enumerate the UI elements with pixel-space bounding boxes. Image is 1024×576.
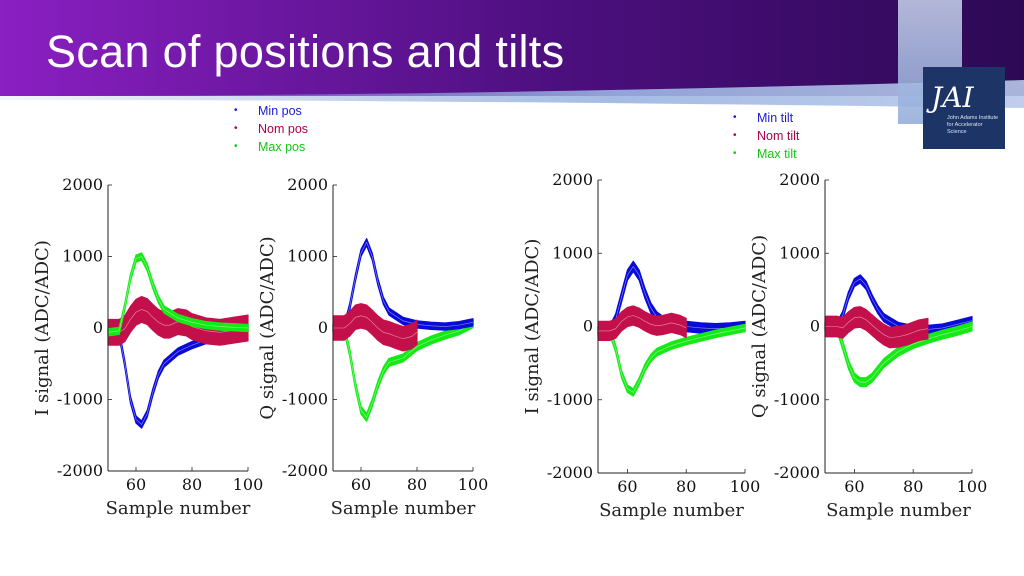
series-band [332,238,474,333]
y-tick-label: -1000 [282,390,328,409]
legend-tilts: • Min tilt • Nom tilt • Max tilt [733,109,799,163]
x-tick-label: 100 [233,475,264,494]
series-line [598,265,746,332]
x-tick-label: 80 [903,477,923,496]
y-tick-label: 1000 [287,247,328,266]
y-tick-label: -1000 [774,390,820,409]
bullet-icon: • [733,148,737,159]
y-tick-label: -2000 [774,463,820,482]
bullet-icon: • [234,141,238,152]
series-band [824,321,973,388]
series-line [598,315,687,332]
series-band [824,306,929,349]
chart-q-signal-positions: 2000 1000 0 -1000 -2000 60 80 100 Sample number Q… [257,175,489,519]
legend-item: • Min tilt [733,109,799,127]
legend-item: • Nom tilt [733,127,799,145]
legend-label: Min tilt [757,111,794,125]
bullet-icon: • [234,123,238,134]
series-band [597,305,687,342]
series-line [333,241,474,329]
series-band [597,323,746,397]
x-tick-label: 80 [407,475,427,494]
x-axis-label: Sample number [106,498,251,519]
jai-logo: JAI John Adams Institute for Accelerator… [923,67,1005,149]
bullet-icon: • [733,112,737,123]
y-tick-label: -2000 [57,461,103,480]
bullet-icon: • [733,130,737,141]
y-tick-label: 2000 [287,175,328,194]
legend-label: Max tilt [757,147,797,161]
x-tick-label: 100 [957,477,988,496]
series-line [333,323,474,418]
legend-label: Nom pos [258,122,309,136]
y-tick-label: 1000 [62,247,103,266]
legend-item: • Max pos [234,138,308,156]
y-tick-label: 2000 [62,175,103,194]
x-tick-label: 100 [730,477,761,496]
series-line [333,315,418,340]
bullet-icon: • [234,105,238,116]
y-axis-label: I signal (ADC/ADC) [522,239,543,415]
y-tick-label: -2000 [547,463,593,482]
series-band [332,303,418,352]
series-line [107,256,249,333]
y-tick-label: 1000 [552,243,593,262]
x-tick-label: 60 [351,475,371,494]
chart-q-signal-tilts: 2000 1000 0 -1000 -2000 60 80 100 Sample number Q… [749,170,988,521]
chart-i-signal-tilts: 2000 1000 0 -1000 -2000 60 80 100 Sample number I… [522,170,761,521]
series-band [332,319,474,422]
x-axis-label: Sample number [599,500,744,521]
logo-text: John Adams Institute for Accelerator Sci… [947,115,999,135]
legend-item: • Nom pos [234,120,308,138]
y-tick-label: 2000 [779,170,820,189]
legend-positions: • Min pos • Nom pos • Max pos [234,102,308,156]
legend-item: • Max tilt [733,145,799,163]
legend-label: Min pos [258,104,302,118]
x-axis-label: Sample number [331,498,476,519]
legend-label: Max pos [258,140,306,154]
slide-title: Scan of positions and tilts [46,26,565,77]
series-line [825,326,973,383]
y-tick-label: -1000 [57,390,103,409]
series-line [825,278,973,330]
chart-i-signal-positions: 2000 1000 0 -1000 -2000 60 80 100 Sample number I… [32,175,264,519]
x-tick-label: 60 [126,475,146,494]
y-tick-label: -1000 [547,390,593,409]
title-banner [0,0,1024,108]
x-tick-label: 80 [182,475,202,494]
series-line [598,327,746,393]
x-tick-label: 100 [458,475,489,494]
legend-label: Nom tilt [757,129,800,143]
y-tick-label: -2000 [282,461,328,480]
x-axis-label: Sample number [826,500,971,521]
y-tick-label: 0 [810,317,820,336]
x-tick-label: 60 [844,477,864,496]
y-tick-label: 0 [93,318,103,337]
y-tick-label: 2000 [552,170,593,189]
y-tick-label: 1000 [779,243,820,262]
x-tick-label: 60 [617,477,637,496]
series-line [108,309,249,333]
legend-item: • Min pos [234,102,308,120]
series-line [825,316,928,338]
y-tick-label: 0 [318,318,328,337]
logo-mark: JAI [931,81,974,114]
x-tick-label: 80 [676,477,696,496]
y-axis-label: I signal (ADC/ADC) [32,240,53,416]
y-axis-label: Q signal (ADC/ADC) [749,235,770,418]
y-axis-label: Q signal (ADC/ADC) [257,236,278,419]
y-tick-label: 0 [583,317,593,336]
